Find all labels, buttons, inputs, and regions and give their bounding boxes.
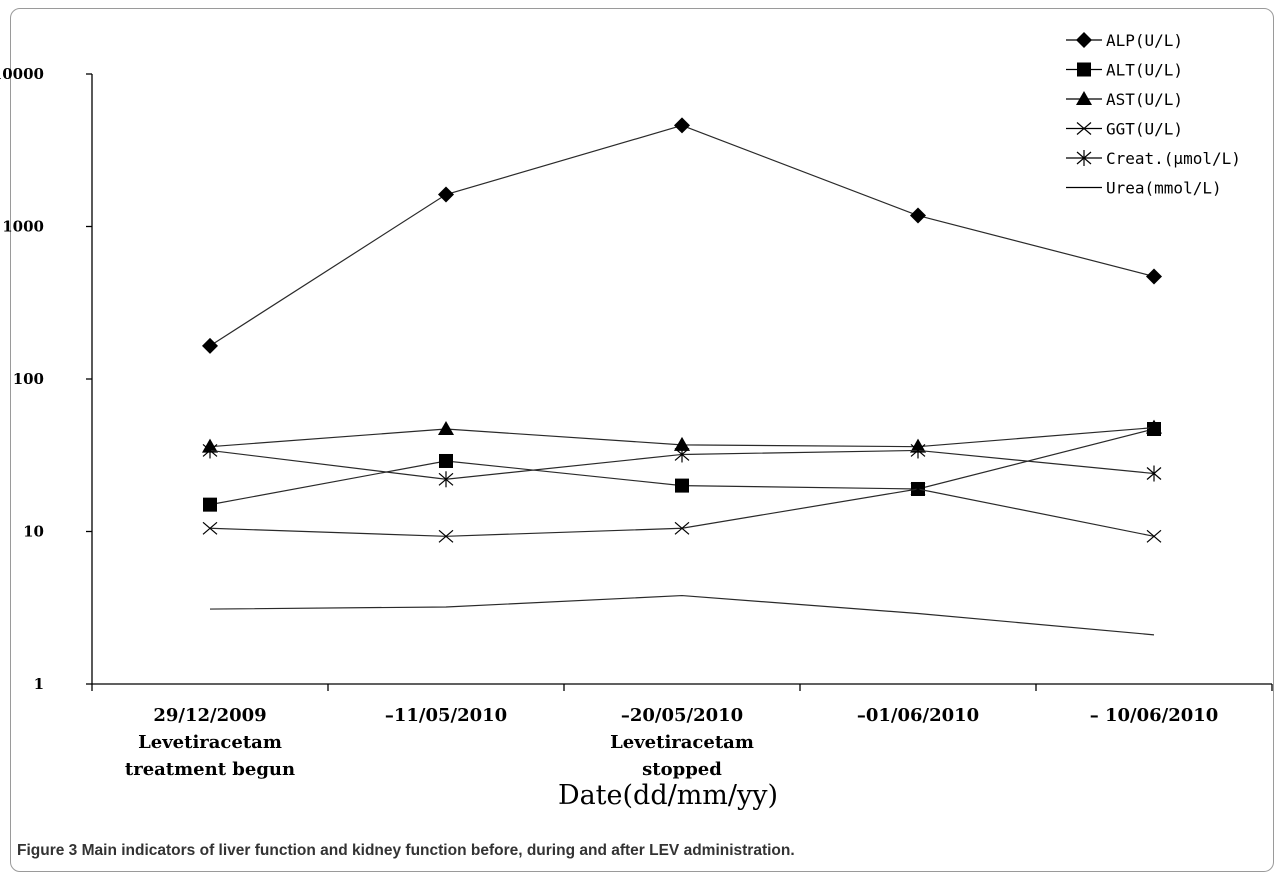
data-point-triangle bbox=[674, 436, 690, 451]
legend-item: ALP(U/L) bbox=[1066, 31, 1183, 50]
figure-caption: Figure 3 Main indicators of liver functi… bbox=[17, 842, 1267, 860]
x-axis-label: Date(dd/mm/yy) bbox=[558, 780, 778, 811]
data-point-star bbox=[910, 442, 926, 459]
data-point-diamond bbox=[1076, 32, 1092, 48]
data-point-diamond bbox=[674, 117, 690, 134]
data-point-x bbox=[1146, 529, 1162, 543]
x-tick-label: – 10/06/2010 bbox=[1090, 705, 1219, 726]
legend-label: Urea(mmol/L) bbox=[1106, 179, 1222, 198]
series-urea bbox=[209, 594, 1155, 636]
data-point-x bbox=[674, 521, 690, 535]
series-alp bbox=[202, 117, 1162, 354]
y-tick-label: 100 bbox=[13, 370, 44, 388]
data-point-star bbox=[438, 471, 454, 488]
series-line bbox=[209, 488, 1155, 537]
legend-label: Creat.(μmol/L) bbox=[1106, 149, 1241, 168]
chart-legend: ALP(U/L) ALT(U/L) AST(U/L) GGT(U/L) Creat.(μ… bbox=[1066, 31, 1241, 198]
data-point-diamond bbox=[910, 207, 926, 224]
data-point-triangle bbox=[1146, 419, 1162, 434]
legend-item: AST(U/L) bbox=[1066, 90, 1183, 109]
x-tick-label: treatment begun bbox=[125, 759, 295, 780]
x-tick-label: –11/05/2010 bbox=[385, 705, 507, 726]
data-point-triangle bbox=[1076, 91, 1092, 105]
data-point-x bbox=[1076, 122, 1092, 135]
data-point-square bbox=[675, 478, 689, 493]
data-point-triangle bbox=[438, 421, 454, 436]
data-point-star bbox=[1146, 465, 1162, 482]
data-point-x bbox=[202, 521, 218, 535]
x-tick-label: –20/05/2010 bbox=[621, 705, 743, 726]
data-point-square bbox=[203, 497, 217, 512]
series-ggt bbox=[202, 482, 1162, 543]
x-tick-label: Levetiracetam bbox=[138, 732, 282, 753]
series-line bbox=[209, 594, 1155, 636]
data-point-x bbox=[910, 482, 926, 496]
caption-text: Main indicators of liver function and ki… bbox=[81, 842, 795, 859]
data-point-square bbox=[439, 453, 453, 468]
data-point-star bbox=[674, 446, 690, 463]
legend-label: GGT(U/L) bbox=[1106, 120, 1183, 139]
legend-label: ALP(U/L) bbox=[1106, 31, 1183, 50]
y-tick-label: 1000 bbox=[2, 218, 44, 236]
legend-item: Creat.(μmol/L) bbox=[1066, 149, 1241, 168]
legend-item: GGT(U/L) bbox=[1066, 120, 1183, 139]
series-line bbox=[209, 124, 1155, 347]
x-tick-label: –01/06/2010 bbox=[857, 705, 979, 726]
figure-label: Figure 3 bbox=[17, 842, 78, 859]
data-point-square bbox=[1077, 62, 1091, 77]
legend-label: AST(U/L) bbox=[1106, 90, 1183, 109]
data-point-star bbox=[202, 442, 218, 459]
x-tick-label: stopped bbox=[642, 759, 722, 780]
data-point-diamond bbox=[438, 186, 454, 203]
y-tick-label: 10 bbox=[23, 523, 44, 541]
x-tick-label: Levetiracetam bbox=[610, 732, 754, 753]
chart-series bbox=[202, 117, 1162, 636]
legend-item: Urea(mmol/L) bbox=[1066, 179, 1222, 198]
legend-item: ALT(U/L) bbox=[1066, 61, 1183, 80]
y-tick-label: 1 bbox=[34, 675, 44, 693]
data-point-diamond bbox=[202, 337, 218, 354]
data-point-diamond bbox=[1146, 268, 1162, 285]
data-point-x bbox=[438, 529, 454, 543]
figure-frame bbox=[10, 8, 1274, 872]
legend-label: ALT(U/L) bbox=[1106, 61, 1183, 80]
series-ast bbox=[202, 419, 1162, 453]
x-tick-label: 29/12/2009 bbox=[153, 705, 266, 726]
series-creat bbox=[202, 442, 1162, 488]
data-point-star bbox=[1076, 150, 1092, 166]
